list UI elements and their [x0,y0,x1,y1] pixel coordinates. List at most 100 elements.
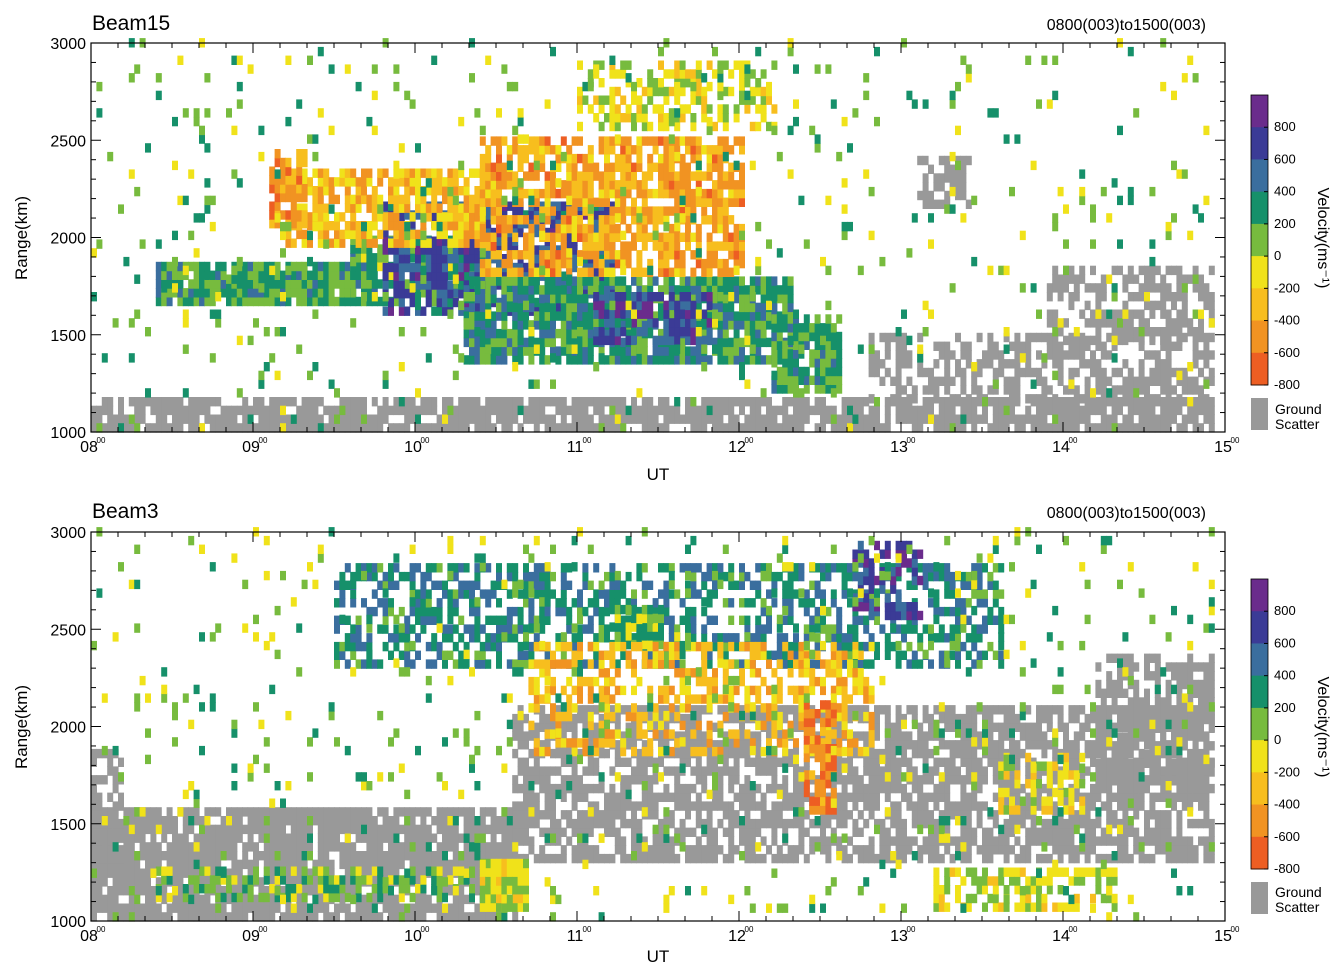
scatter-cell [496,406,502,415]
scatter-cell [269,904,275,913]
scatter-cell [415,143,421,152]
scatter-cell [1182,283,1188,292]
scatter-cell [339,423,345,432]
scatter-cell [782,323,788,332]
scatter-cell [410,230,416,239]
scatter-cell [1090,406,1096,415]
scatter-cell [377,253,383,262]
scatter-cell [680,78,686,87]
scatter-cell [1139,415,1145,424]
scatter-cell [258,283,264,292]
scatter-cell [177,271,183,280]
scatter-cell [350,807,356,816]
scatter-cell [183,825,189,834]
scatter-cell [707,406,713,415]
scatter-cell [1182,377,1188,386]
scatter-cell [312,886,318,895]
scatter-cell [1149,301,1155,310]
scatter-cell [356,239,362,248]
scatter-cell [1198,283,1204,292]
scatter-cell [496,311,502,320]
scatter-cell [458,423,464,432]
scatter-cell [237,336,243,345]
scatter-cell [599,310,605,319]
scatter-cell [620,61,626,70]
scatter-cell [296,345,302,354]
scatter-cell [674,198,680,207]
scatter-cell [933,359,939,368]
scatter-cell [1166,318,1172,327]
scatter-cell [1031,415,1037,424]
scatter-cell [712,276,718,285]
scatter-cell [199,297,205,306]
scatter-cell [161,895,167,904]
scatter-cell [766,355,772,364]
scatter-cell [615,69,621,78]
scatter-cell [415,415,421,424]
scatter-cell [933,182,939,191]
scatter-cell [242,851,248,860]
scatter-cell [528,145,534,154]
scatter-cell [761,338,767,347]
scatter-cell [658,292,664,301]
scatter-cell [960,385,966,394]
scatter-cell [129,318,135,327]
scatter-cell [453,298,459,307]
scatter-cell [253,851,259,860]
scatter-cell [771,423,777,432]
scatter-cell [226,288,232,297]
scatter-cell [674,327,680,336]
scatter-cell [750,397,756,406]
scatter-cell [1187,377,1193,386]
scatter-cell [199,904,205,913]
scatter-cell [626,318,632,327]
scatter-cell [161,271,167,280]
scatter-cell [1074,275,1080,284]
scatter-cell [825,196,831,205]
scatter-cell [572,320,578,329]
scatter-cell [685,224,691,233]
scatter-cell [183,288,189,297]
scatter-cell [269,842,275,851]
scatter-cell [1004,415,1010,424]
scatter-cell [604,310,610,319]
scatter-cell [123,912,129,921]
scatter-cell [879,359,885,368]
scatter-cell [609,224,615,233]
scatter-cell [426,169,432,178]
scatter-cell [701,397,707,406]
scatter-cell [447,169,453,178]
scatter-cell [545,250,551,259]
scatter-cell [804,367,810,376]
scatter-cell [113,895,119,904]
scatter-cell [523,338,529,347]
scatter-cell [1171,415,1177,424]
scatter-cell [523,311,529,320]
scatter-cell [123,904,129,913]
scatter-cell [566,224,572,233]
scatter-cell [129,895,135,904]
scatter-cell [339,895,345,904]
scatter-cell [1155,301,1161,310]
scatter-cell [588,233,594,242]
scatter-cell [453,423,459,432]
scatter-cell [323,262,329,271]
scatter-cell [474,195,480,204]
scatter-cell [933,342,939,351]
scatter-cell [561,259,567,268]
scatter-cell [642,224,648,233]
scatter-cell [1079,196,1085,205]
scatter-cell [231,423,237,432]
scatter-cell [356,221,362,230]
scatter-cell [312,406,318,415]
scatter-cell [647,163,653,172]
scatter-cell [339,415,345,424]
scatter-cell [377,851,383,860]
scatter-cell [1198,368,1204,377]
scatter-cell [523,250,529,259]
scatter-cell [917,156,923,165]
scatter-cell [442,397,448,406]
scatter-cell [1058,275,1064,284]
scatter-cell [145,327,151,336]
scatter-cell [890,377,896,386]
